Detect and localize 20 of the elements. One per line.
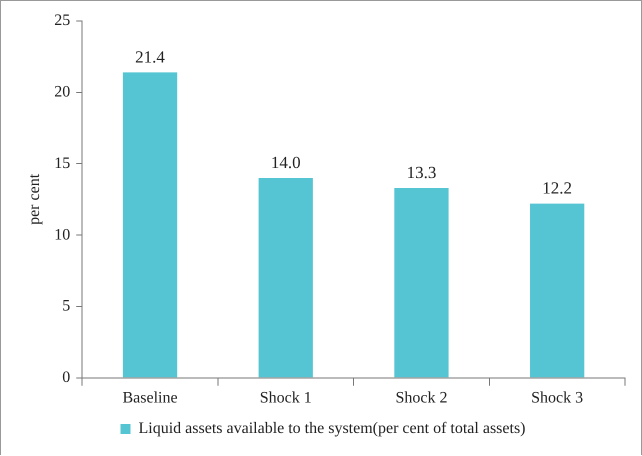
bar [258,178,313,378]
text: 21.4 [135,47,165,66]
x-tick-label: Shock 3 [531,390,584,407]
text: 14.0 [270,152,301,172]
y-tick-label: 25 [54,12,70,30]
y-tick-label: 20 [54,84,70,101]
text: 12.2 [542,178,572,198]
bar [530,204,584,378]
bar [122,72,178,378]
y-tick-label: 10 [54,226,70,244]
y-tick-label: 0 [62,369,70,386]
text: 13.3 [406,162,436,182]
y-axis-title: per cent [26,173,43,225]
bar [394,188,449,378]
y-tick-label: 15 [54,154,70,172]
y-tick-label: 5 [62,298,70,315]
x-tick-label: Shock 2 [395,390,448,407]
legend-label: Liquid assets available to the system(per cent of total assets) [138,420,526,438]
x-tick-label: Baseline [122,390,178,407]
x-tick-label: Shock 1 [260,390,312,407]
